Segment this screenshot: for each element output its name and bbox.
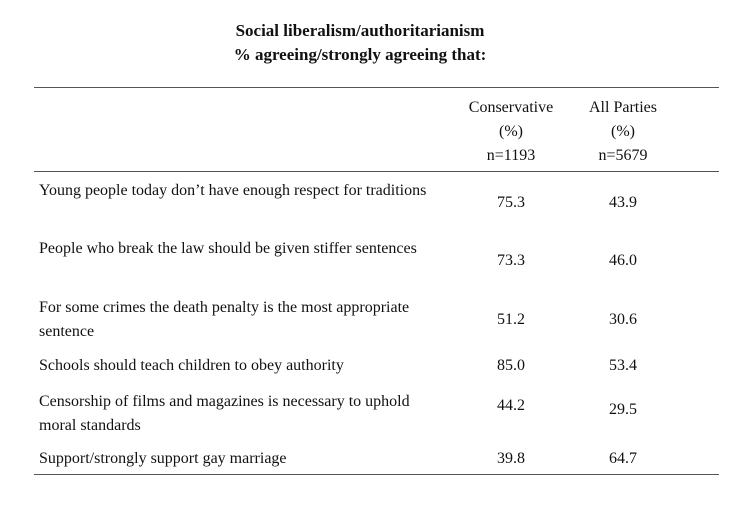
conservative-value: 85.0 — [497, 357, 525, 374]
column-header-all-parties: All Parties (%) n=5679 — [573, 96, 673, 168]
row-label: Censorship of films and magazines is nec… — [39, 393, 410, 434]
conservative-value: 73.3 — [497, 252, 525, 269]
conservative-value: 75.3 — [497, 194, 525, 211]
all-parties-value: 64.7 — [609, 450, 637, 467]
row-label: People who break the law should be given… — [39, 240, 417, 257]
top-rule — [34, 87, 719, 88]
bottom-rule — [34, 474, 719, 475]
title-line-2: % agreeing/strongly agreeing that: — [233, 45, 487, 64]
all-parties-value: 43.9 — [609, 194, 637, 211]
column-header-name: Conservative — [468, 99, 554, 116]
column-header-unit: (%) — [499, 123, 523, 140]
all-parties-value: 30.6 — [609, 311, 637, 328]
row-label: Young people today don’t have enough res… — [39, 182, 427, 199]
column-header-name: All Parties — [589, 99, 657, 116]
all-parties-value: 46.0 — [609, 252, 637, 269]
row-label: Schools should teach children to obey au… — [39, 357, 344, 374]
all-parties-value: 53.4 — [609, 357, 637, 374]
title-line-1: Social liberalism/authoritarianism — [235, 21, 485, 40]
row-label: For some crimes the death penalty is the… — [39, 299, 410, 340]
column-header-n: n=5679 — [598, 147, 648, 164]
row-label: Support/strongly support gay marriage — [39, 450, 287, 467]
table-title: Social liberalism/authoritarianism % agr… — [0, 19, 720, 67]
conservative-value: 51.2 — [497, 311, 525, 328]
all-parties-value: 29.5 — [609, 401, 637, 418]
conservative-value: 44.2 — [497, 397, 525, 414]
column-header-unit: (%) — [611, 123, 635, 140]
column-header-conservative: Conservative (%) n=1193 — [451, 96, 571, 168]
column-header-n: n=1193 — [486, 147, 536, 164]
conservative-value: 39.8 — [497, 450, 525, 467]
header-rule — [34, 171, 719, 172]
